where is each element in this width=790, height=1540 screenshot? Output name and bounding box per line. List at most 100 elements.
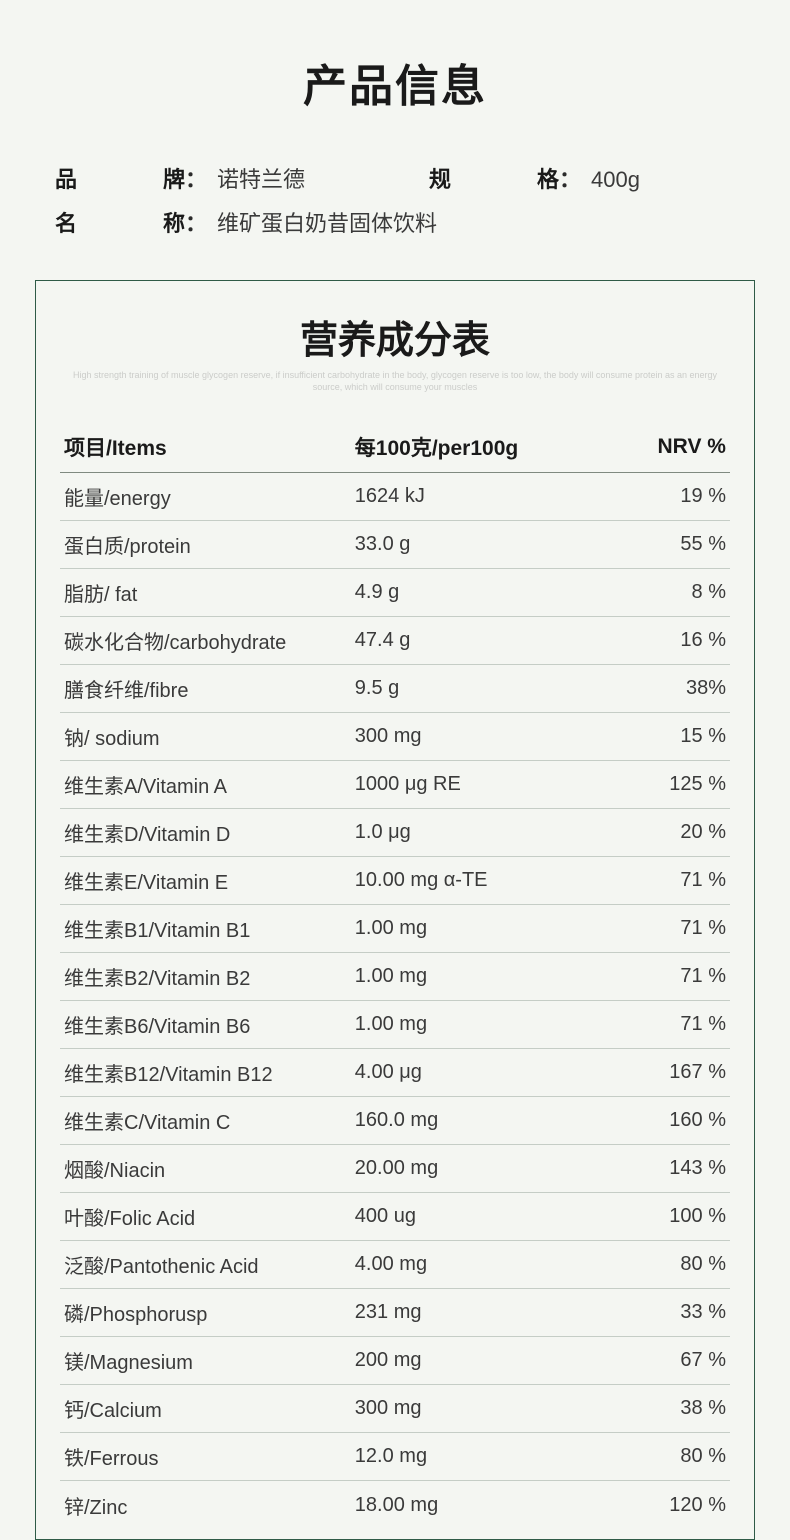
cell-per100g: 1.00 mg xyxy=(355,965,583,988)
cell-per100g: 400 ug xyxy=(355,1205,583,1228)
info-spec-value: 400g xyxy=(591,167,640,193)
cell-per100g: 18.00 mg xyxy=(355,1494,583,1517)
cell-item: 维生素B6/Vitamin B6 xyxy=(60,1010,355,1039)
cell-per100g: 231 mg xyxy=(355,1301,583,1324)
table-row: 维生素B2/Vitamin B21.00 mg71 % xyxy=(60,953,730,1001)
cell-per100g: 1.00 mg xyxy=(355,1013,583,1036)
cell-per100g: 300 mg xyxy=(355,725,583,748)
colon: ： xyxy=(559,162,581,194)
cell-nrv: 125 % xyxy=(583,773,730,796)
info-brand: 品 牌 ： 诺特兰德 xyxy=(55,162,429,194)
cell-item: 维生素B2/Vitamin B2 xyxy=(60,962,355,991)
table-row: 钠/ sodium300 mg15 % xyxy=(60,713,730,761)
cell-per100g: 1.0 μg xyxy=(355,821,583,844)
cell-item: 钙/Calcium xyxy=(60,1394,355,1423)
cell-nrv: 120 % xyxy=(583,1494,730,1517)
cell-nrv: 71 % xyxy=(583,965,730,988)
cell-per100g: 300 mg xyxy=(355,1397,583,1420)
cell-per100g: 4.00 mg xyxy=(355,1253,583,1276)
cell-nrv: 67 % xyxy=(583,1349,730,1372)
table-row: 维生素B1/Vitamin B11.00 mg71 % xyxy=(60,905,730,953)
product-info-section: 品 牌 ： 诺特兰德 规 格 ： 400g 名 称 ： 维矿蛋白奶昔固体饮料 xyxy=(35,162,755,250)
cell-per100g: 4.00 μg xyxy=(355,1061,583,1084)
cell-item: 维生素D/Vitamin D xyxy=(60,818,355,847)
info-name-label: 名 称 xyxy=(55,206,185,238)
cell-item: 泛酸/Pantothenic Acid xyxy=(60,1250,355,1279)
header-item: 项目/Items xyxy=(60,432,355,462)
cell-nrv: 167 % xyxy=(583,1061,730,1084)
cell-item: 锌/Zinc xyxy=(60,1491,355,1520)
nutrition-box: 营养成分表 High strength training of muscle g… xyxy=(35,280,755,1540)
cell-nrv: 38% xyxy=(583,677,730,700)
table-row: 维生素E/Vitamin E10.00 mg α-TE71 % xyxy=(60,857,730,905)
cell-item: 叶酸/Folic Acid xyxy=(60,1202,355,1231)
table-row: 维生素C/Vitamin C160.0 mg160 % xyxy=(60,1097,730,1145)
nutrition-subtitle: High strength training of muscle glycoge… xyxy=(60,370,730,393)
cell-nrv: 80 % xyxy=(583,1253,730,1276)
cell-nrv: 160 % xyxy=(583,1109,730,1132)
cell-item: 维生素B1/Vitamin B1 xyxy=(60,914,355,943)
table-row: 维生素A/Vitamin A1000 μg RE125 % xyxy=(60,761,730,809)
cell-item: 膳食纤维/fibre xyxy=(60,674,355,703)
cell-item: 钠/ sodium xyxy=(60,722,355,751)
colon: ： xyxy=(185,206,207,238)
table-row: 碳水化合物/carbohydrate47.4 g16 % xyxy=(60,617,730,665)
table-row: 维生素B6/Vitamin B61.00 mg71 % xyxy=(60,1001,730,1049)
table-row: 维生素B12/Vitamin B124.00 μg167 % xyxy=(60,1049,730,1097)
cell-per100g: 20.00 mg xyxy=(355,1157,583,1180)
cell-nrv: 71 % xyxy=(583,917,730,940)
info-spec: 规 格 ： 400g xyxy=(429,162,735,194)
cell-nrv: 16 % xyxy=(583,629,730,652)
table-row: 蛋白质/protein33.0 g55 % xyxy=(60,521,730,569)
cell-item: 碳水化合物/carbohydrate xyxy=(60,626,355,655)
colon: ： xyxy=(185,162,207,194)
cell-item: 维生素A/Vitamin A xyxy=(60,770,355,799)
page-title: 产品信息 xyxy=(35,50,755,114)
table-row: 泛酸/Pantothenic Acid4.00 mg80 % xyxy=(60,1241,730,1289)
cell-item: 维生素B12/Vitamin B12 xyxy=(60,1058,355,1087)
nutrition-body: 能量/energy1624 kJ19 %蛋白质/protein33.0 g55 … xyxy=(60,473,730,1529)
cell-per100g: 9.5 g xyxy=(355,677,583,700)
cell-per100g: 4.9 g xyxy=(355,581,583,604)
cell-item: 蛋白质/protein xyxy=(60,530,355,559)
cell-item: 脂肪/ fat xyxy=(60,578,355,607)
nutrition-title: 营养成分表 xyxy=(60,309,730,364)
header-nrv: NRV % xyxy=(583,435,730,459)
table-row: 磷/Phosphorusp231 mg33 % xyxy=(60,1289,730,1337)
cell-nrv: 80 % xyxy=(583,1445,730,1468)
cell-nrv: 100 % xyxy=(583,1205,730,1228)
table-row: 维生素D/Vitamin D1.0 μg20 % xyxy=(60,809,730,857)
cell-nrv: 71 % xyxy=(583,1013,730,1036)
cell-item: 能量/energy xyxy=(60,482,355,511)
table-row: 烟酸/Niacin20.00 mg143 % xyxy=(60,1145,730,1193)
cell-item: 烟酸/Niacin xyxy=(60,1154,355,1183)
info-spec-label: 规 格 xyxy=(429,162,559,194)
cell-per100g: 1624 kJ xyxy=(355,485,583,508)
table-row: 能量/energy1624 kJ19 % xyxy=(60,473,730,521)
cell-per100g: 33.0 g xyxy=(355,533,583,556)
cell-per100g: 1000 μg RE xyxy=(355,773,583,796)
info-name-value: 维矿蛋白奶昔固体饮料 xyxy=(217,206,437,238)
table-header-row: 项目/Items 每100克/per100g NRV % xyxy=(60,421,730,473)
cell-per100g: 1.00 mg xyxy=(355,917,583,940)
cell-per100g: 160.0 mg xyxy=(355,1109,583,1132)
table-row: 钙/Calcium300 mg38 % xyxy=(60,1385,730,1433)
cell-nrv: 143 % xyxy=(583,1157,730,1180)
table-row: 膳食纤维/fibre9.5 g38% xyxy=(60,665,730,713)
table-row: 铁/Ferrous12.0 mg80 % xyxy=(60,1433,730,1481)
header-per100g: 每100克/per100g xyxy=(355,432,583,462)
cell-item: 镁/Magnesium xyxy=(60,1346,355,1375)
cell-nrv: 55 % xyxy=(583,533,730,556)
cell-nrv: 8 % xyxy=(583,581,730,604)
cell-per100g: 200 mg xyxy=(355,1349,583,1372)
cell-item: 维生素E/Vitamin E xyxy=(60,866,355,895)
cell-nrv: 38 % xyxy=(583,1397,730,1420)
cell-nrv: 15 % xyxy=(583,725,730,748)
cell-nrv: 20 % xyxy=(583,821,730,844)
info-brand-value: 诺特兰德 xyxy=(217,162,305,194)
nutrition-table: 项目/Items 每100克/per100g NRV % 能量/energy16… xyxy=(60,421,730,1529)
cell-nrv: 71 % xyxy=(583,869,730,892)
cell-item: 维生素C/Vitamin C xyxy=(60,1106,355,1135)
cell-nrv: 33 % xyxy=(583,1301,730,1324)
cell-per100g: 12.0 mg xyxy=(355,1445,583,1468)
